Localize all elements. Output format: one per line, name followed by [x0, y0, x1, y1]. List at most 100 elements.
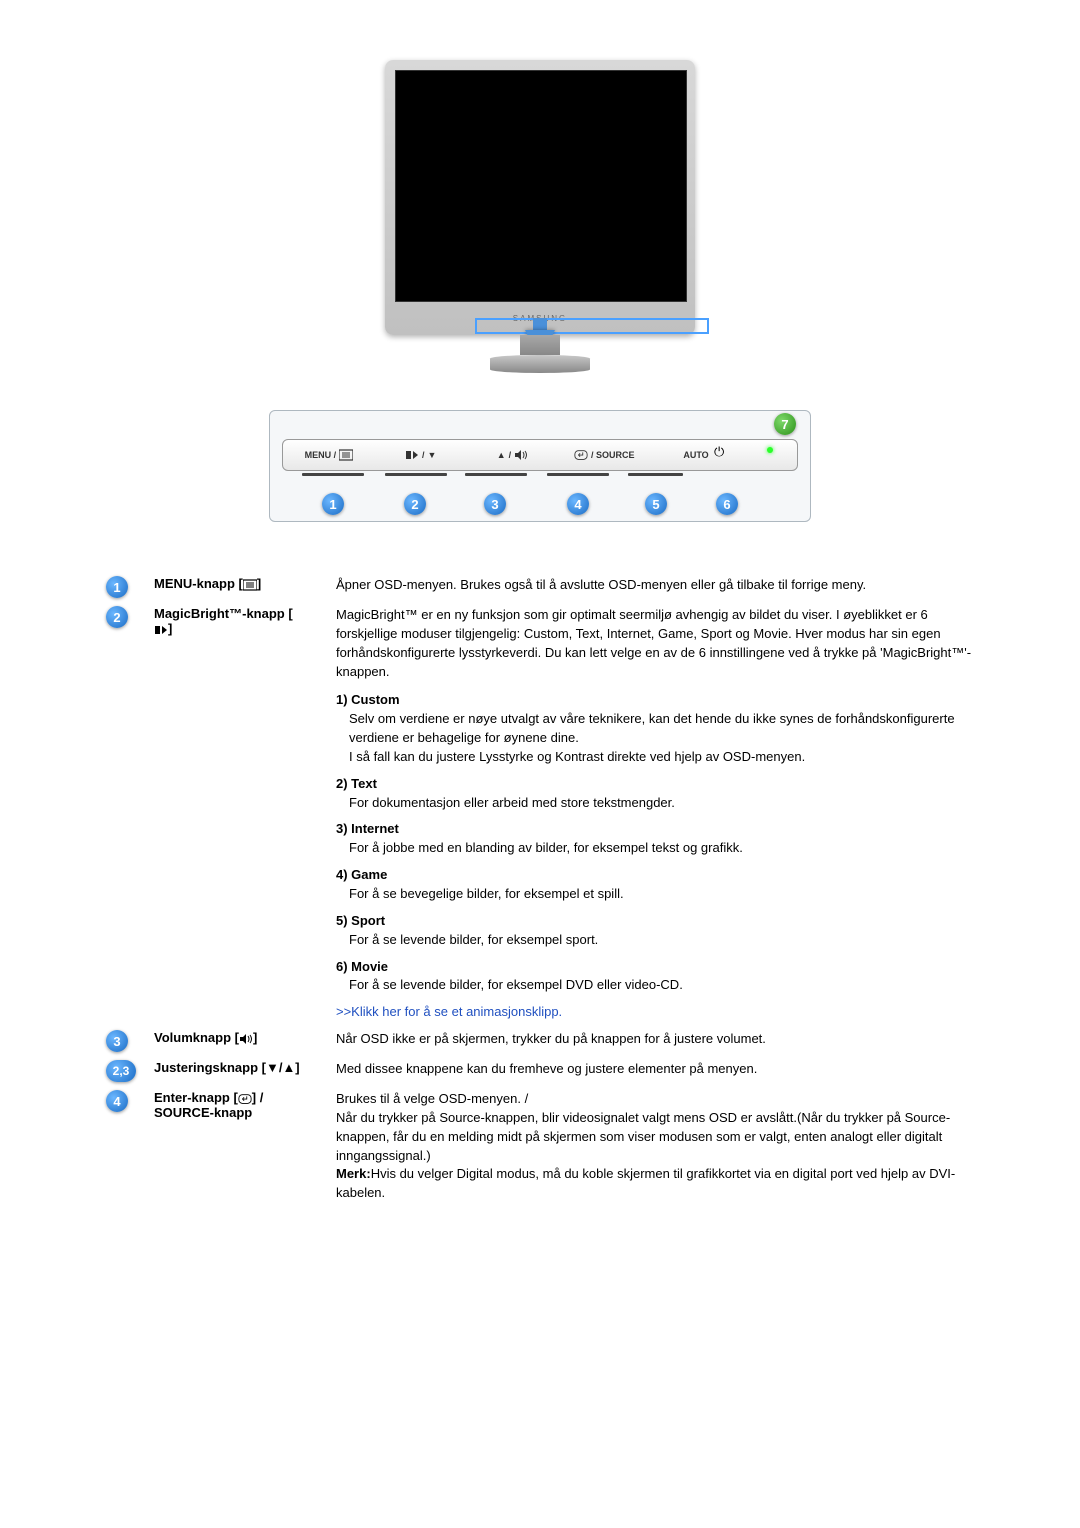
monitor-stand-neck [520, 335, 560, 355]
magicbright-icon [154, 624, 168, 636]
volume-icon [514, 449, 528, 461]
row-es-label1-suffix: ] / [252, 1090, 264, 1105]
marker-4: 4 [567, 493, 589, 515]
row-menu-marker: 1 [106, 576, 128, 598]
row-vol-label-prefix: Volumknapp [ [154, 1030, 239, 1045]
animation-link-row: >>Klikk her for å se et animasjonsklipp. [336, 1003, 974, 1022]
mode-internet-title: 3) Internet [336, 820, 974, 839]
row-es-note-prefix: Merk: [336, 1166, 371, 1181]
row-es-marker-cell: 4 [100, 1086, 148, 1207]
mode-movie-title: 6) Movie [336, 958, 974, 977]
panel-btn-auto-text: AUTO [683, 450, 708, 460]
row-es-desc1: Brukes til å velge OSD-menyen. / [336, 1091, 528, 1106]
power-led [767, 447, 773, 453]
menu-icon [243, 579, 257, 591]
row-vol-marker: 3 [106, 1030, 128, 1052]
enter-icon [238, 1093, 252, 1105]
marker-5: 5 [645, 493, 667, 515]
mode-movie: 6) Movie For å se levende bilder, for ek… [336, 958, 974, 996]
panel-btn-vol-sep: / [509, 450, 512, 460]
marker-1: 1 [322, 493, 344, 515]
down-triangle-icon: ▼ [427, 450, 436, 460]
mode-list: 1) Custom Selv om verdiene er nøye utval… [336, 691, 974, 1022]
row-es-desc2: Når du trykker på Source-knappen, blir v… [336, 1110, 950, 1163]
row-menu-desc: Åpner OSD-menyen. Brukes også til å avsl… [330, 572, 980, 602]
row-es-note-body: Hvis du velger Digital modus, må du kobl… [336, 1166, 955, 1200]
btn-underline-4 [547, 473, 609, 476]
volume-icon [239, 1033, 253, 1045]
btn-underline-2 [385, 473, 447, 476]
mode-custom-body2: I så fall kan du justere Lysstyrke og Ko… [349, 748, 974, 767]
mode-text-title: 2) Text [336, 775, 974, 794]
row-es-label1-prefix: Enter-knapp [ [154, 1090, 238, 1105]
monitor-illustration: SAMSUNG [100, 60, 980, 370]
marker-2: 2 [404, 493, 426, 515]
row-mb-label-suffix: ] [168, 621, 172, 636]
mode-movie-body: For å se levende bilder, for eksempel DV… [349, 976, 974, 995]
highlight-box [475, 318, 709, 334]
mode-custom: 1) Custom Selv om verdiene er nøye utval… [336, 691, 974, 766]
button-panel-illustration: 7 MENU / / ▼ ▲ / / SOURCE [100, 410, 980, 522]
mode-game: 4) Game For å se bevegelige bilder, for … [336, 866, 974, 904]
row-vol-marker-cell: 3 [100, 1026, 148, 1056]
marker-3: 3 [484, 493, 506, 515]
mode-game-body: For å se bevegelige bilder, for eksempel… [349, 885, 974, 904]
row-menu-label: MENU-knapp [] [148, 572, 330, 602]
panel-btn-source: / SOURCE [558, 449, 650, 461]
btn-underline-3 [465, 473, 527, 476]
mode-text-body: For dokumentasjon eller arbeid med store… [349, 794, 974, 813]
row-mb-intro: MagicBright™ er en ny funksjon som gir o… [336, 607, 971, 679]
enter-icon [574, 449, 588, 461]
row-adjust-label: Justeringsknapp [▼/▲] [148, 1056, 330, 1086]
row-magicbright: 2 MagicBright™-knapp [ ] MagicBright™ er… [100, 602, 980, 1026]
row-mb-marker: 2 [106, 606, 128, 628]
monitor-bezel: SAMSUNG [385, 60, 695, 335]
panel-btn-auto: AUTO [650, 450, 742, 460]
row-es-label: Enter-knapp [ ] / SOURCE-knapp [148, 1086, 330, 1207]
row-menu-label-suffix: ] [257, 576, 261, 591]
row-vol-label-suffix: ] [253, 1030, 257, 1045]
magicbright-icon [405, 449, 419, 461]
row-mb-label: MagicBright™-knapp [ ] [148, 602, 330, 1026]
panel-btn-magicbright: / ▼ [375, 449, 467, 461]
mode-text: 2) Text For dokumentasjon eller arbeid m… [336, 775, 974, 813]
mode-custom-title: 1) Custom [336, 691, 974, 710]
btn-underline-5 [628, 473, 683, 476]
button-panel: 7 MENU / / ▼ ▲ / / SOURCE [269, 410, 811, 522]
description-table: 1 MENU-knapp [] Åpner OSD-menyen. Brukes… [100, 572, 980, 1207]
row-enter-source: 4 Enter-knapp [ ] / SOURCE-knapp Brukes t… [100, 1086, 980, 1207]
mode-internet: 3) Internet For å jobbe med en blanding … [336, 820, 974, 858]
menu-icon [339, 449, 353, 461]
row-adjust: 2,3 Justeringsknapp [▼/▲] Med dissee kna… [100, 1056, 980, 1086]
row-volume: 3 Volumknapp [] Når OSD ikke er på skjer… [100, 1026, 980, 1056]
row-es-marker: 4 [106, 1090, 128, 1112]
row-adjust-desc: Med dissee knappene kan du fremheve og j… [330, 1056, 980, 1086]
btn-underline-1 [302, 473, 364, 476]
panel-btn-source-text: / SOURCE [591, 450, 635, 460]
row-es-label2: SOURCE-knapp [154, 1105, 252, 1120]
mode-sport: 5) Sport For å se levende bilder, for ek… [336, 912, 974, 950]
row-vol-label: Volumknapp [] [148, 1026, 330, 1056]
mode-custom-body1: Selv om verdiene er nøye utvalgt av våre… [349, 710, 974, 748]
row-es-desc: Brukes til å velge OSD-menyen. / Når du … [330, 1086, 980, 1207]
up-triangle-icon: ▲ [497, 450, 506, 460]
row-mb-marker-cell: 2 [100, 602, 148, 1026]
panel-btn-menu-text: MENU / [305, 450, 337, 460]
animation-link[interactable]: >>Klikk her for å se et animasjonsklipp. [336, 1004, 562, 1019]
mode-game-title: 4) Game [336, 866, 974, 885]
monitor-stand-base [490, 355, 590, 373]
monitor-screen [395, 70, 687, 302]
row-mb-desc: MagicBright™ er en ny funksjon som gir o… [330, 602, 980, 1026]
row-mb-label-prefix: MagicBright™-knapp [ [154, 606, 293, 621]
panel-btn-menu: MENU / [283, 449, 375, 461]
row-menu: 1 MENU-knapp [] Åpner OSD-menyen. Brukes… [100, 572, 980, 602]
mode-internet-body: For å jobbe med en blanding av bilder, f… [349, 839, 974, 858]
marker-6: 6 [716, 493, 738, 515]
panel-btn-volume: ▲ / [467, 449, 559, 461]
row-menu-label-prefix: MENU-knapp [ [154, 576, 243, 591]
power-icon: ⏻ [714, 444, 724, 460]
row-adjust-marker-cell: 2,3 [100, 1056, 148, 1086]
row-adjust-marker: 2,3 [106, 1060, 136, 1082]
mode-sport-title: 5) Sport [336, 912, 974, 931]
mode-sport-body: For å se levende bilder, for eksempel sp… [349, 931, 974, 950]
